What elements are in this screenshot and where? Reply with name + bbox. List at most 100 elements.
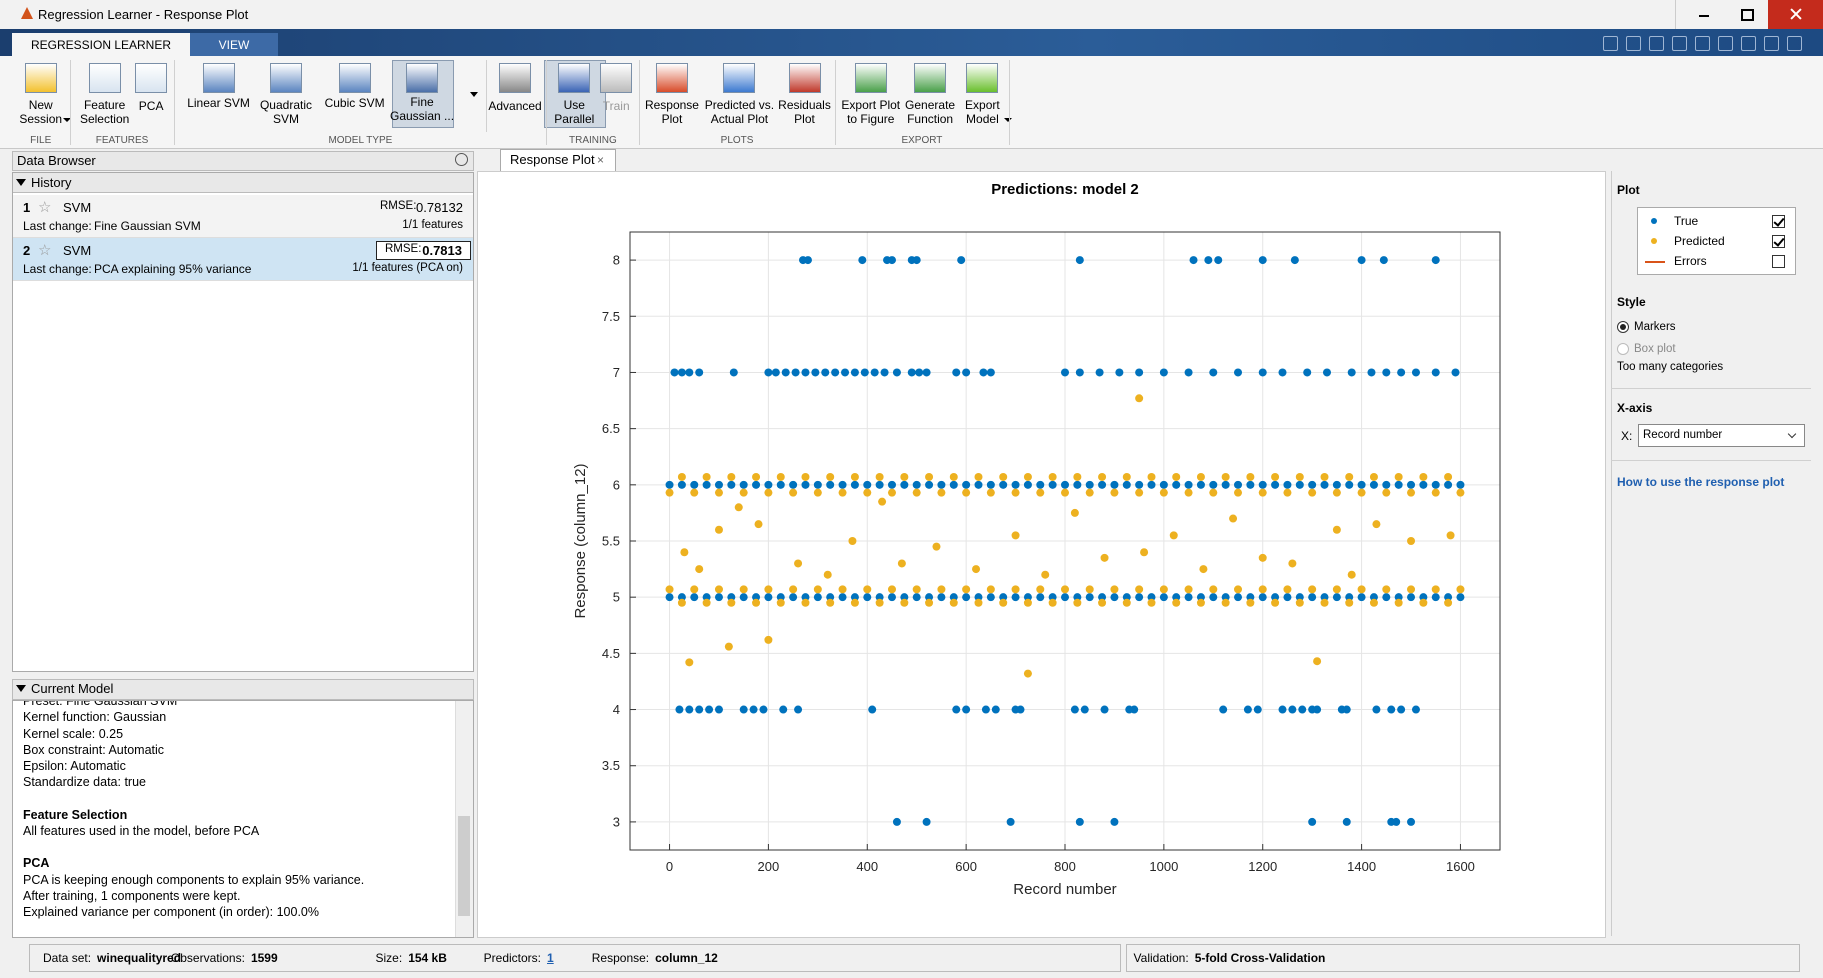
button-icon[interactable] [914, 63, 947, 93]
button-label[interactable]: Selection [79, 112, 130, 126]
data-point [1407, 593, 1416, 602]
data-point [1253, 705, 1262, 714]
button-label[interactable]: Quadratic [259, 98, 312, 112]
maximize-button[interactable] [1718, 0, 1774, 29]
rmse-label: RMSE: [385, 243, 422, 255]
data-point [702, 593, 711, 602]
button-icon[interactable] [655, 63, 688, 93]
data-point [1234, 480, 1243, 489]
button-icon[interactable] [269, 63, 302, 93]
expand-arrow[interactable] [16, 179, 26, 186]
gallery-arrow[interactable] [470, 92, 478, 97]
button-icon[interactable] [600, 63, 633, 93]
button-icon[interactable] [723, 63, 756, 93]
ribbon-tab[interactable]: REGRESSION LEARNER [12, 33, 190, 56]
data-point [1387, 705, 1396, 714]
data-point [1456, 488, 1465, 497]
button-label[interactable]: Response [644, 98, 699, 112]
button-label[interactable]: New [28, 98, 53, 112]
button-label[interactable]: Export Plot [841, 98, 901, 112]
model-detail: Standardize data: true [23, 775, 146, 790]
button-icon[interactable] [338, 63, 371, 93]
button-icon[interactable] [788, 63, 821, 93]
button-icon[interactable] [558, 63, 591, 93]
button-label[interactable]: Predicted vs. [704, 98, 775, 112]
button-icon[interactable] [88, 63, 121, 93]
button-label[interactable]: Function [907, 112, 954, 126]
dropdown-arrow[interactable] [62, 118, 71, 122]
button-label[interactable]: Gaussian ... [390, 109, 455, 123]
radio-button[interactable] [1617, 343, 1629, 355]
data-point [925, 598, 934, 607]
favorite-star[interactable]: ☆ [38, 242, 52, 259]
quick-access-icon[interactable] [1764, 36, 1779, 51]
close-button[interactable] [1768, 0, 1823, 29]
legend-checkbox[interactable] [1772, 255, 1785, 268]
button-label[interactable]: Cubic SVM [324, 96, 385, 110]
data-point [1246, 480, 1255, 489]
quick-access-icon[interactable] [1603, 36, 1618, 51]
data-point [880, 368, 889, 377]
button-label[interactable]: PCA [138, 99, 164, 113]
history-row[interactable]: 1 ☆ SVM Last change: Fine Gaussian SVM RMSE: 0… [13, 195, 473, 238]
ribbon-tab[interactable]: VIEW [190, 33, 278, 56]
tab-close[interactable]: × [597, 153, 605, 167]
button-label[interactable]: Session [19, 112, 63, 126]
button-icon[interactable] [854, 63, 887, 93]
button-icon[interactable] [24, 63, 57, 93]
button-label[interactable]: Plot [661, 112, 683, 126]
scrollbar[interactable] [455, 701, 473, 937]
data-point [1419, 598, 1428, 607]
quick-access-icon[interactable] [1649, 36, 1664, 51]
legend-checkbox[interactable] [1772, 235, 1785, 248]
data-point [1147, 598, 1156, 607]
data-point [1080, 705, 1089, 714]
button-label[interactable]: to Figure [847, 112, 895, 126]
data-point [887, 488, 896, 497]
dropdown-arrow[interactable] [1004, 118, 1013, 122]
button-label[interactable]: Fine [410, 95, 434, 109]
button-icon[interactable] [135, 63, 168, 93]
data-point [1444, 472, 1453, 481]
button-icon[interactable] [966, 63, 999, 93]
data-point [875, 480, 884, 489]
button-label[interactable]: Feature [83, 98, 126, 112]
quick-access-icon[interactable] [1787, 36, 1802, 51]
button-label[interactable]: SVM [272, 112, 299, 126]
data-point [685, 368, 694, 377]
button-label[interactable]: Actual Plot [710, 112, 769, 126]
button-label[interactable]: Advanced [488, 99, 542, 113]
button-label[interactable]: Generate [905, 98, 956, 112]
history-row[interactable]: 2 ☆ SVM Last change: PCA explaining 95% vari… [13, 238, 473, 281]
data-point [850, 368, 859, 377]
data-point [1332, 593, 1341, 602]
expand-arrow[interactable] [16, 685, 26, 692]
button-icon[interactable] [202, 63, 235, 93]
button-icon[interactable] [406, 63, 439, 93]
x-dropdown[interactable]: Record number [1638, 424, 1805, 447]
button-label[interactable]: Use [563, 98, 585, 112]
minimize-button[interactable] [1675, 0, 1732, 29]
button-label[interactable]: Linear SVM [187, 96, 250, 110]
data-point [702, 472, 711, 481]
button-label[interactable]: Plot [794, 112, 815, 126]
button-label[interactable]: Model [966, 112, 999, 126]
favorite-star[interactable]: ☆ [38, 199, 52, 216]
collapse-button[interactable] [455, 153, 468, 166]
quick-access-icon[interactable] [1695, 36, 1710, 51]
button-icon[interactable] [499, 63, 532, 93]
quick-access-icon[interactable] [1718, 36, 1733, 51]
button-label[interactable]: Residuals [778, 98, 831, 112]
quick-access-icon[interactable] [1626, 36, 1641, 51]
quick-access-icon[interactable] [1672, 36, 1687, 51]
help-link[interactable]: How to use the response plot [1617, 475, 1785, 489]
radio-label: Box plot [1634, 343, 1676, 355]
button-label[interactable]: Export [965, 98, 1000, 112]
legend-checkbox[interactable] [1772, 215, 1785, 228]
status-value[interactable]: 1 [547, 951, 554, 965]
data-point [739, 705, 748, 714]
plot-tab[interactable] [500, 149, 616, 171]
quick-access-icon[interactable] [1741, 36, 1756, 51]
data-point [690, 593, 699, 602]
button-label[interactable]: Parallel [554, 112, 595, 126]
